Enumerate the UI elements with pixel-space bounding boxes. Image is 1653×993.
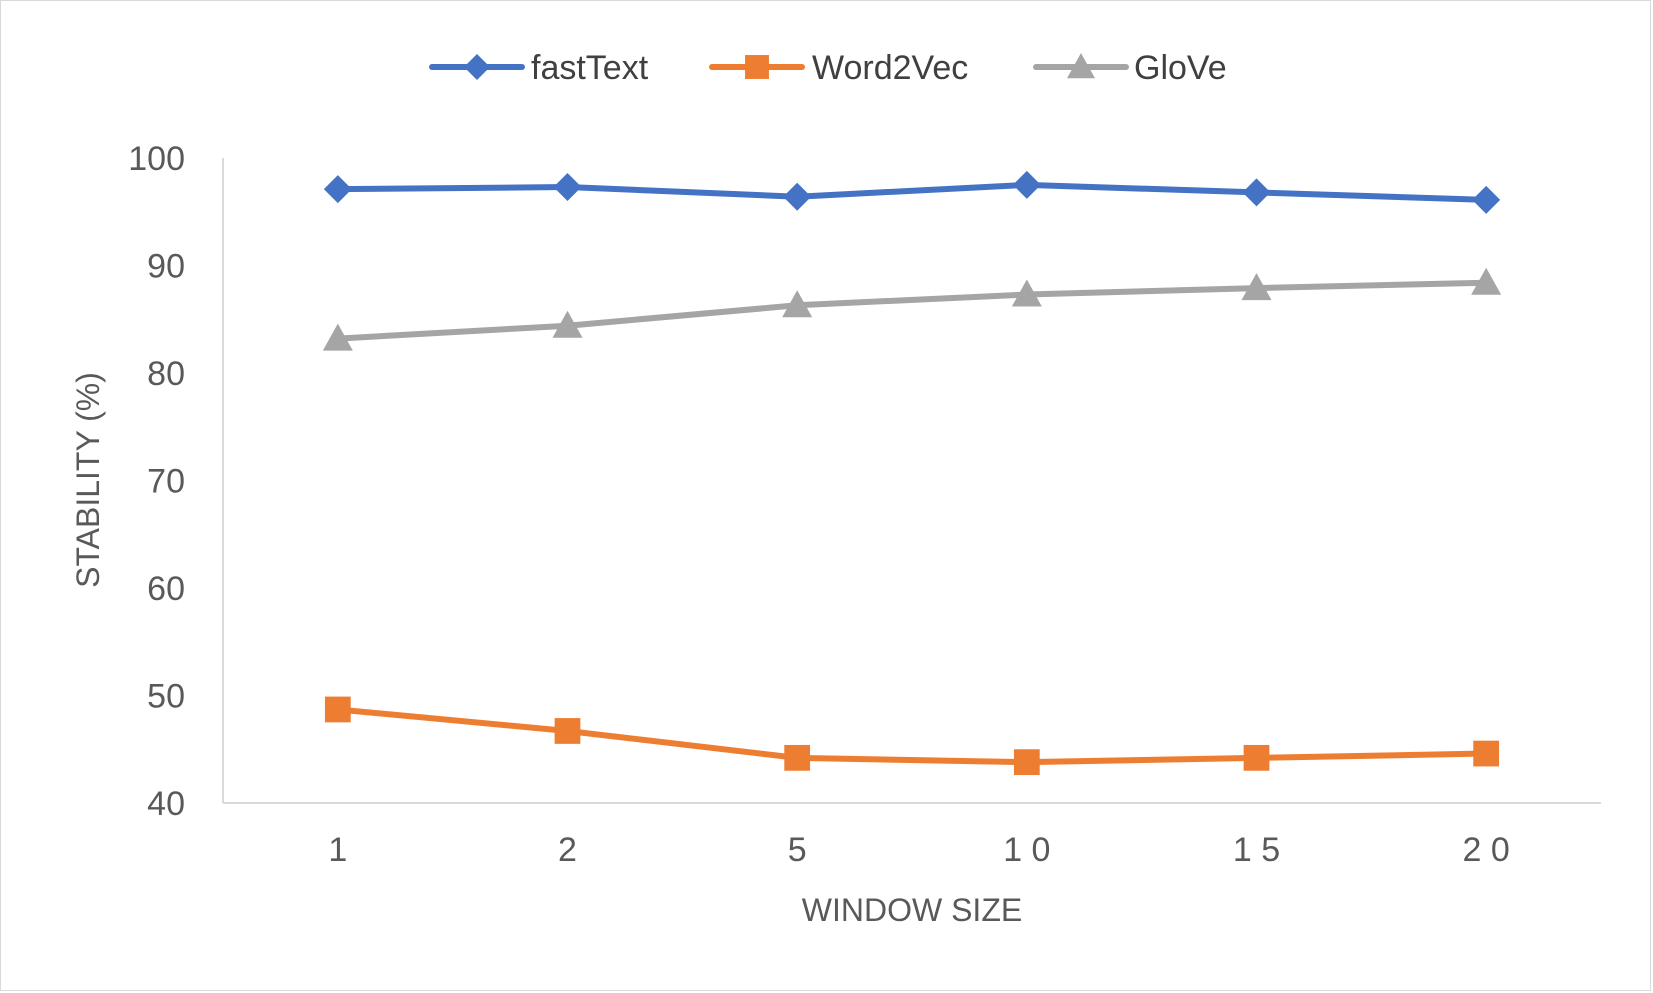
data-point-word2vec: [1243, 744, 1270, 771]
series-line-fasttext: [334, 181, 1490, 203]
x-tick-label: 2 0: [1463, 831, 1510, 869]
data-point-word2vec: [784, 744, 811, 771]
legend-marker: [464, 54, 490, 80]
legend-label: Word2Vec: [812, 49, 968, 87]
data-point-glove: [1471, 267, 1502, 295]
y-tick-label: 40: [147, 785, 185, 823]
series-line-word2vec: [334, 706, 1490, 766]
legend-marker: [745, 55, 769, 79]
y-axis-title: STABILITY (%): [70, 372, 106, 588]
data-point-glove: [552, 310, 583, 338]
axes: [222, 158, 1601, 804]
data-point-fasttext: [783, 182, 812, 211]
x-tick-label: 1: [328, 831, 347, 869]
legend-marker: [1067, 53, 1095, 79]
x-tick-labels: 1 2 5 1 0 1 5 2 0: [328, 831, 1509, 869]
data-point-fasttext: [1472, 185, 1501, 214]
data-point-fasttext: [1242, 178, 1271, 207]
x-tick-label: 5: [788, 831, 807, 869]
x-tick-label: 2: [558, 831, 577, 869]
data-point-glove: [322, 323, 353, 351]
legend-label: GloVe: [1134, 49, 1227, 87]
series-fasttext: [323, 170, 1501, 214]
x-axis-title: WINDOW SIZE: [802, 892, 1022, 928]
legend-item-fasttext: fastText: [429, 49, 649, 87]
data-point-word2vec: [1473, 740, 1500, 767]
legend-item-word2vec: Word2Vec: [709, 49, 968, 87]
y-tick-label: 70: [147, 463, 185, 501]
x-tick-label: 1 0: [1003, 831, 1050, 869]
series-word2vec: [324, 696, 1500, 776]
data-point-glove: [1241, 273, 1272, 301]
legend-item-glove: GloVe: [1033, 49, 1227, 87]
series-group: [322, 170, 1502, 776]
legend-label: fastText: [531, 49, 649, 87]
series-glove: [322, 267, 1502, 351]
y-tick-labels: 40 50 60 70 80 90 100: [128, 140, 185, 823]
data-point-glove: [1011, 279, 1042, 307]
legend: fastText Word2Vec GloVe: [429, 49, 1227, 87]
data-point-word2vec: [554, 718, 581, 744]
y-tick-label: 80: [147, 355, 185, 393]
data-point-word2vec: [1013, 749, 1040, 776]
x-tick-label: 1 5: [1233, 831, 1280, 869]
data-point-glove: [782, 290, 813, 318]
y-tick-label: 50: [147, 678, 185, 716]
data-point-fasttext: [1012, 170, 1041, 199]
y-tick-label: 60: [147, 570, 185, 608]
data-point-fasttext: [323, 175, 352, 204]
series-line-glove: [334, 279, 1490, 342]
data-point-fasttext: [553, 173, 582, 202]
y-tick-label: 100: [128, 140, 185, 178]
data-point-word2vec: [324, 696, 351, 723]
y-tick-label: 90: [147, 248, 185, 286]
